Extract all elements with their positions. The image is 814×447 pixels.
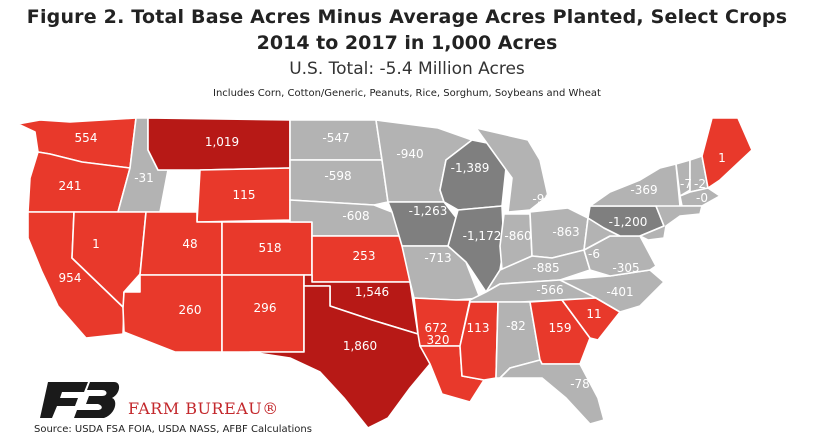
label-ky: -885 xyxy=(532,261,559,275)
label-mt: 1,019 xyxy=(205,135,239,149)
state-ct-ri-nj-de-md xyxy=(639,205,703,241)
label-ms: 113 xyxy=(467,321,490,335)
label-fl: -78 xyxy=(570,377,590,391)
label-pa: -1,200 xyxy=(609,215,648,229)
label-mo: -713 xyxy=(424,251,451,265)
map-title: Figure 2. Total Base Acres Minus Average… xyxy=(26,6,788,28)
label-tx: 1,860 xyxy=(343,339,377,353)
label-ma: -0 xyxy=(696,191,708,205)
label-sd: -598 xyxy=(324,169,351,183)
label-la: 320 xyxy=(427,333,450,347)
label-ok: 1,546 xyxy=(355,285,389,299)
crops-note: Includes Corn, Cotton/Generic, Peanuts, … xyxy=(213,88,601,99)
label-ny: -369 xyxy=(630,183,657,197)
label-wa: 554 xyxy=(75,131,98,145)
label-wi: -1,389 xyxy=(451,161,490,175)
label-il: -1,172 xyxy=(463,229,502,243)
brand-name: FARM BUREAU® xyxy=(128,399,279,418)
label-ga: 159 xyxy=(549,321,572,335)
state-me xyxy=(701,117,753,189)
state-fl xyxy=(499,359,605,425)
label-mi: -907 xyxy=(532,192,559,206)
state-tx xyxy=(249,285,431,429)
source-note: Source: USDA FSA FOIA, USDA NASS, AFBF C… xyxy=(34,424,312,435)
label-nh: -2 xyxy=(694,177,706,191)
label-in: -860 xyxy=(504,229,531,243)
us-total-label: U.S. Total: -5.4 Million Acres xyxy=(289,59,525,79)
label-nc: -401 xyxy=(606,285,633,299)
label-ia: -1,263 xyxy=(409,204,448,218)
label-tn: -566 xyxy=(536,283,563,297)
label-or: 241 xyxy=(59,179,82,193)
label-id: -31 xyxy=(134,171,154,185)
state-az xyxy=(122,274,223,353)
farm-bureau-logo xyxy=(40,382,120,418)
label-vt: -7 xyxy=(680,177,692,191)
label-nd: -547 xyxy=(322,131,349,145)
state-ut xyxy=(139,211,223,276)
label-nm: 296 xyxy=(254,301,277,315)
label-nv: 1 xyxy=(92,237,100,251)
label-oh: -863 xyxy=(552,225,579,239)
label-va: -305 xyxy=(612,261,639,275)
label-wv: -6 xyxy=(588,247,600,261)
label-wy: 115 xyxy=(233,188,256,202)
state-mi xyxy=(475,127,549,213)
label-ks: 253 xyxy=(353,249,376,263)
label-mn: -940 xyxy=(396,147,423,161)
label-ut: 48 xyxy=(182,237,197,251)
label-sc: 11 xyxy=(586,307,601,321)
state-sd xyxy=(289,159,389,206)
map-subtitle: 2014 to 2017 in 1,000 Acres xyxy=(256,32,558,54)
label-ne: -608 xyxy=(342,209,369,223)
label-ar: 672 xyxy=(425,321,448,335)
state-sc xyxy=(561,297,621,341)
label-me: 1 xyxy=(718,151,726,165)
state-nv xyxy=(71,211,147,309)
label-ca: 954 xyxy=(59,271,82,285)
label-az: 260 xyxy=(179,303,202,317)
label-co: 518 xyxy=(259,241,282,255)
label-al: -82 xyxy=(506,319,526,333)
